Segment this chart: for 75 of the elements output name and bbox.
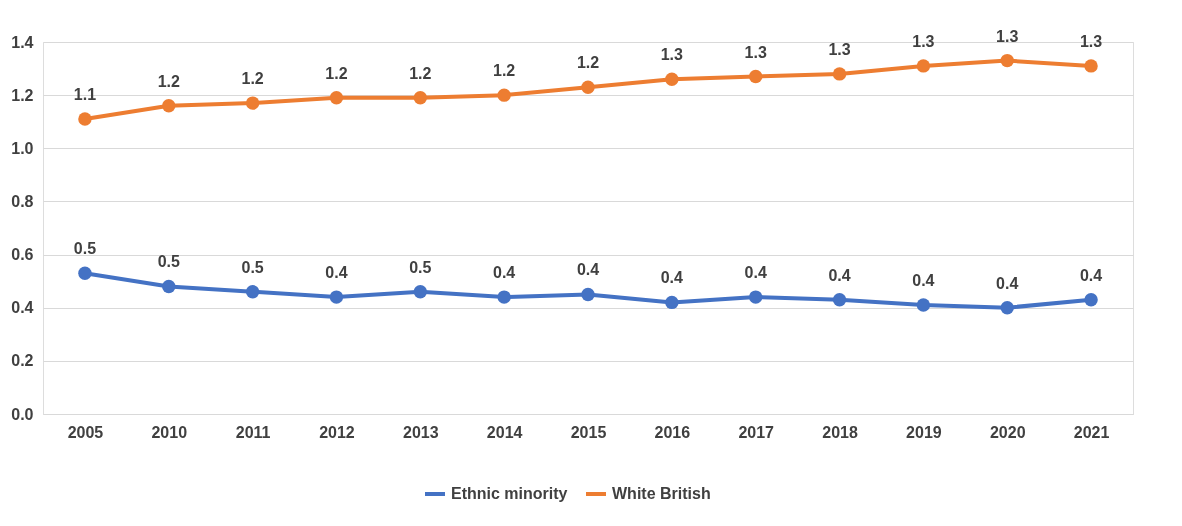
- point: [916, 59, 931, 73]
- x-tick-label: 2019: [906, 423, 942, 441]
- data-label: 1.2: [576, 54, 600, 72]
- point: [78, 266, 92, 280]
- x-tick-label: 2017: [738, 423, 775, 441]
- point: [916, 298, 931, 312]
- x-tick-label: 2018: [822, 423, 858, 441]
- data-label: 1.2: [409, 64, 432, 82]
- data-label: 0.5: [73, 240, 97, 258]
- point: [1084, 59, 1098, 73]
- point: [1000, 53, 1014, 68]
- data-label: 1.3: [828, 40, 851, 58]
- data-label: 1.3: [996, 27, 1019, 45]
- point: [497, 290, 511, 304]
- point: [329, 290, 344, 304]
- point: [329, 91, 344, 105]
- point: [497, 88, 511, 102]
- data-label: 0.4: [912, 272, 935, 290]
- data-label: 0.4: [828, 266, 851, 284]
- x-tick-label: 2013: [403, 423, 439, 441]
- point: [1000, 301, 1014, 315]
- data-label: 0.4: [996, 274, 1019, 292]
- legend-label: Ethnic minority: [451, 485, 568, 502]
- x-tick-label: 2014: [486, 423, 523, 441]
- legend-label: White British: [612, 485, 711, 502]
- data-label: 1.3: [744, 43, 767, 61]
- x-tick-label: 2021: [1073, 423, 1110, 441]
- data-label: 1.2: [241, 70, 264, 88]
- data-label: 1.3: [660, 46, 684, 64]
- y-tick-label: 0.6: [11, 246, 34, 264]
- point: [581, 80, 595, 94]
- data-label: 1.2: [325, 64, 348, 82]
- point: [245, 96, 260, 110]
- point: [748, 290, 763, 304]
- point: [78, 112, 92, 126]
- data-label: 0.4: [325, 264, 348, 282]
- data-label: 1.2: [493, 62, 516, 80]
- point: [162, 279, 176, 294]
- data-label: 0.4: [744, 264, 767, 282]
- data-label: 0.4: [493, 264, 516, 282]
- x-tick-label: 2012: [319, 423, 355, 441]
- point: [665, 72, 679, 86]
- point: [1084, 293, 1098, 307]
- data-label: 1.2: [157, 72, 180, 90]
- data-label: 1.1: [73, 86, 97, 104]
- y-tick-label: 1.0: [11, 139, 34, 157]
- x-tick-label: 2016: [654, 423, 691, 441]
- point: [413, 285, 428, 299]
- data-label: 0.4: [1079, 266, 1103, 284]
- point: [832, 293, 847, 307]
- data-label: 1.3: [1079, 32, 1103, 50]
- point: [413, 91, 428, 105]
- x-tick-label: 2005: [67, 423, 104, 441]
- y-tick-label: 0.8: [11, 192, 34, 210]
- y-tick-label: 0.2: [11, 352, 34, 370]
- y-tick-label: 0.4: [11, 299, 34, 317]
- point: [245, 285, 260, 299]
- data-label: 0.5: [157, 253, 180, 271]
- data-label: 0.5: [241, 258, 264, 276]
- x-tick-label: 2010: [151, 423, 188, 441]
- x-tick-label: 2011: [235, 423, 271, 441]
- y-tick-label: 1.2: [11, 86, 34, 104]
- point: [832, 67, 847, 81]
- x-tick-label: 2015: [570, 423, 607, 441]
- point: [665, 295, 679, 310]
- point: [162, 99, 176, 113]
- data-label: 0.4: [576, 261, 600, 279]
- data-label: 0.5: [409, 258, 432, 276]
- data-label: 0.4: [660, 269, 684, 287]
- y-tick-label: 1.4: [11, 33, 34, 51]
- point: [748, 69, 763, 84]
- point: [581, 287, 595, 302]
- x-tick-label: 2020: [989, 423, 1026, 441]
- data-label: 1.3: [912, 32, 935, 50]
- y-tick-label: 0.0: [11, 405, 34, 423]
